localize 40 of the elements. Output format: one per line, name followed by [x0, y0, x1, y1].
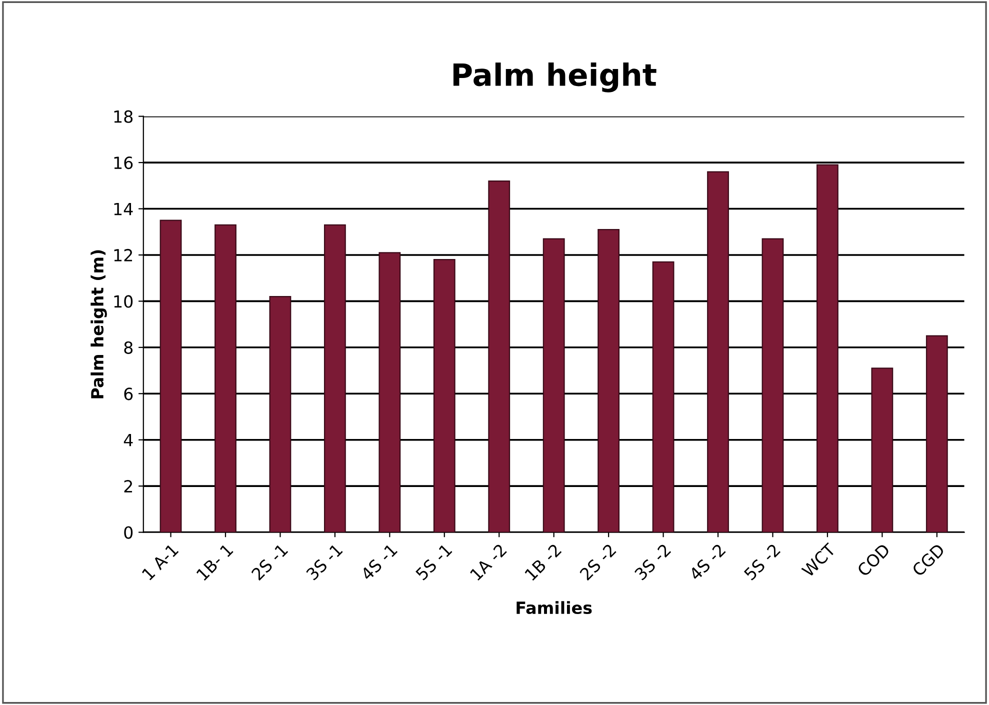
y-tick-label: 12: [114, 248, 132, 262]
y-tick-label: 18: [114, 110, 133, 123]
x-tick-label: 1 A-1: [142, 543, 179, 580]
x-tick-label: 4S -2: [688, 543, 726, 582]
bar: [707, 171, 729, 532]
x-tick-label: 2S -1: [250, 543, 288, 581]
bar: [542, 238, 565, 532]
bar: [871, 368, 894, 532]
x-tick-label: 5S -2: [743, 543, 781, 581]
x-tick-label: 3S -2: [634, 543, 672, 581]
y-axis-title: Palm height (m): [90, 250, 107, 398]
bar: [269, 296, 292, 532]
x-tick-label: 4S -1: [360, 543, 398, 582]
x-tick-label: 5S -1: [415, 543, 452, 581]
y-tick-label: 10: [114, 295, 133, 308]
y-tick-label: 6: [124, 388, 133, 400]
bar: [488, 180, 510, 532]
bar: [652, 261, 674, 532]
x-tick-label: 1B- 1: [196, 543, 234, 581]
bar: [598, 229, 620, 532]
bar: [433, 259, 456, 532]
bar: [762, 238, 784, 532]
bar: [160, 220, 182, 532]
y-tick-label: 16: [114, 156, 133, 170]
y-tick-label: 2: [124, 480, 132, 492]
bar: [926, 335, 948, 532]
y-tick-label: 4: [124, 434, 133, 446]
bar: [324, 224, 346, 532]
y-tick-label: 0: [124, 526, 133, 539]
x-tick-label: 1B -2: [524, 543, 562, 581]
y-tick-label: 8: [124, 341, 133, 354]
x-tick-label: 2S -2: [579, 543, 617, 581]
chart-title: Palm height: [453, 62, 656, 92]
x-tick-label: 3S -1: [306, 543, 343, 581]
bar: [816, 164, 838, 532]
x-axis-title: Families: [516, 601, 592, 614]
x-tick-label: 1A -2: [470, 543, 507, 581]
bar: [214, 224, 236, 532]
y-tick-label: 14: [114, 202, 133, 216]
bar: [378, 252, 401, 532]
